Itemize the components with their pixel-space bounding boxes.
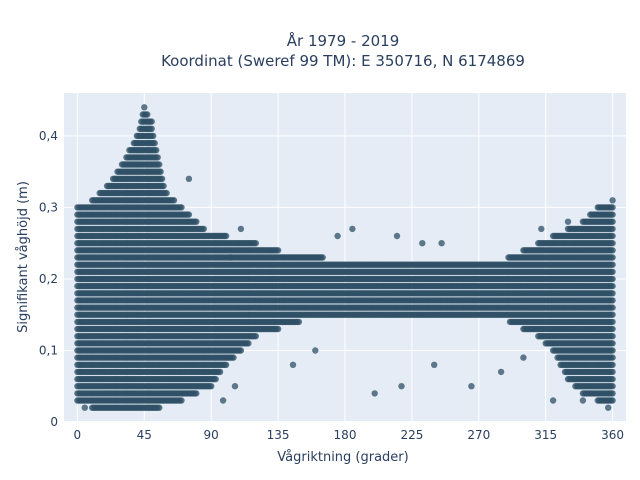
data-point [160,182,167,190]
data-point [319,254,326,261]
data-point [208,383,215,390]
data-point [222,232,230,240]
data-point [212,375,219,383]
data-point [237,347,245,354]
data-point [252,240,259,247]
data-point [153,147,160,154]
data-point [158,175,166,182]
data-point [141,104,148,111]
data-point [156,404,163,411]
data-point [178,204,185,211]
data-point [170,197,178,204]
data-point [222,361,230,368]
data-point [295,318,303,326]
data-point [193,390,200,397]
data-point [144,111,151,118]
data-point [252,333,259,340]
data-point [154,154,161,161]
data-point [150,132,157,140]
data-point [216,368,224,376]
data-point [185,211,193,218]
data-point [245,340,252,347]
data-point [151,139,158,147]
data-point [200,225,207,233]
data-point [274,247,282,254]
data-point [148,125,155,132]
data-point [178,397,185,404]
data-point [156,161,163,168]
data-point [230,354,237,361]
data-point [274,325,282,333]
data-point [157,168,164,175]
data-point [163,189,170,197]
data-point [148,118,155,125]
data-points [74,104,616,411]
data-point [193,218,200,225]
